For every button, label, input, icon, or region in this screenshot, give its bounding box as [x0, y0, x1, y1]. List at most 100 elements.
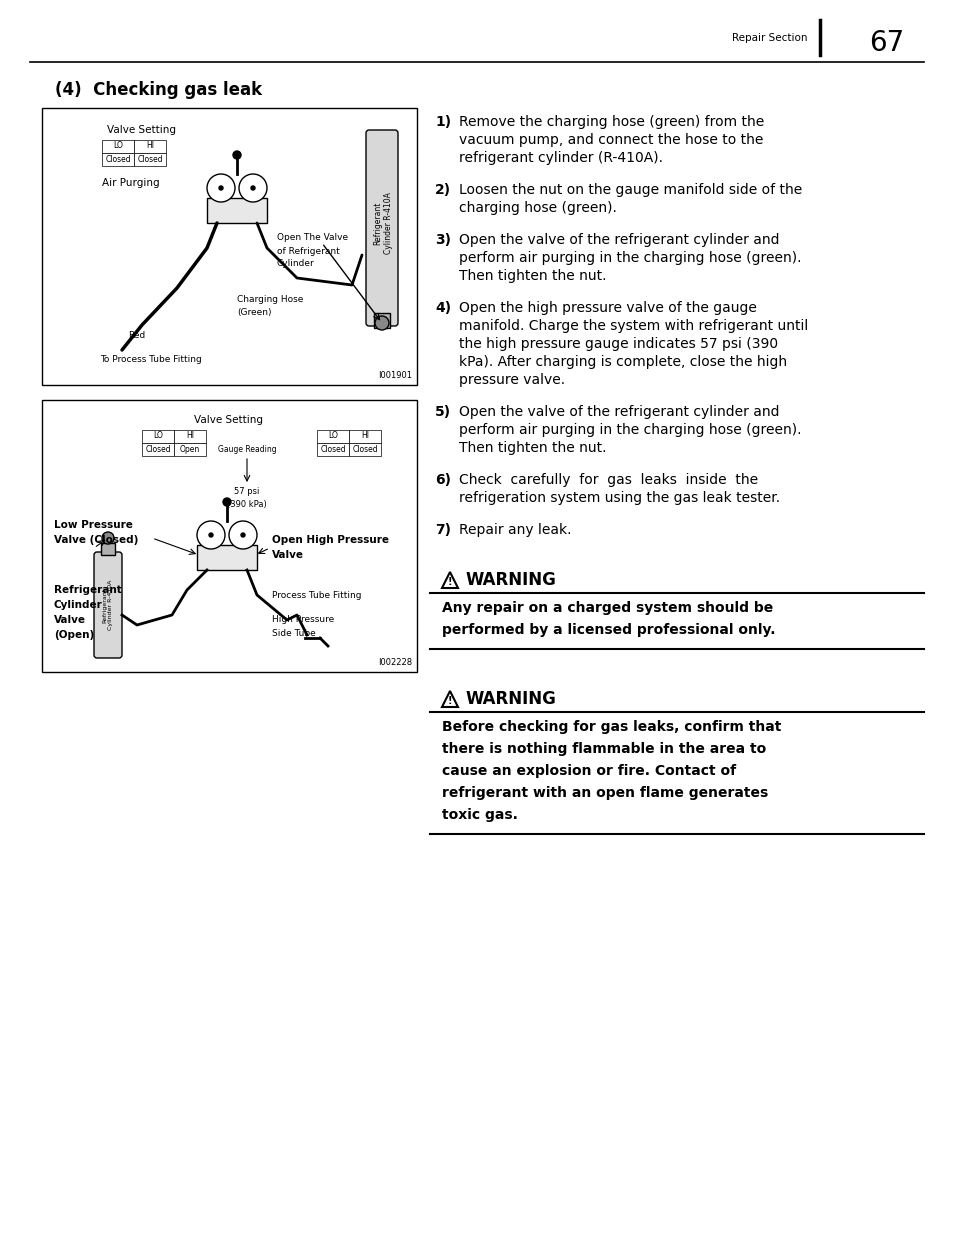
Text: Repair any leak.: Repair any leak. — [458, 522, 571, 537]
Circle shape — [233, 151, 241, 159]
Text: there is nothing flammable in the area to: there is nothing flammable in the area t… — [441, 742, 765, 756]
Text: Valve Setting: Valve Setting — [107, 125, 175, 135]
Bar — [133, 140, 166, 153]
Bar — [173, 430, 206, 443]
Text: Side Tube: Side Tube — [272, 630, 315, 638]
Text: !: ! — [447, 577, 452, 587]
Text: Process Tube Fitting: Process Tube Fitting — [272, 590, 361, 599]
Text: WARNING: WARNING — [465, 690, 557, 708]
Circle shape — [229, 521, 256, 550]
Text: perform air purging in the charging hose (green).: perform air purging in the charging hose… — [458, 251, 801, 266]
Text: Closed: Closed — [320, 445, 345, 453]
Text: manifold. Charge the system with refrigerant until: manifold. Charge the system with refrige… — [458, 319, 807, 333]
Bar — [102, 153, 133, 165]
Text: (4)  Checking gas leak: (4) Checking gas leak — [55, 82, 262, 99]
Text: performed by a licensed professional only.: performed by a licensed professional onl… — [441, 622, 775, 637]
Bar — [207, 198, 267, 224]
Text: Repair Section: Repair Section — [732, 33, 807, 43]
Text: Open the high pressure valve of the gauge: Open the high pressure valve of the gaug… — [458, 301, 756, 315]
Text: Cylinder: Cylinder — [54, 600, 103, 610]
FancyBboxPatch shape — [366, 130, 397, 326]
Bar — [142, 443, 173, 456]
Text: Valve: Valve — [54, 615, 86, 625]
Text: Valve: Valve — [272, 550, 304, 559]
Text: WARNING: WARNING — [465, 571, 557, 589]
Text: Open High Pressure: Open High Pressure — [272, 535, 389, 545]
Text: HI: HI — [186, 431, 193, 441]
Text: Valve (Closed): Valve (Closed) — [54, 535, 138, 545]
Text: Refrigerant
Cylinder R-410A: Refrigerant Cylinder R-410A — [103, 579, 113, 630]
Circle shape — [207, 174, 234, 203]
Bar — [374, 312, 390, 329]
Text: of Refrigerant: of Refrigerant — [276, 247, 339, 256]
Text: Cylinder: Cylinder — [276, 259, 314, 268]
Circle shape — [209, 534, 213, 537]
Text: I001901: I001901 — [377, 370, 412, 380]
Text: 5): 5) — [435, 405, 451, 419]
Text: 2): 2) — [435, 183, 451, 198]
Text: kPa). After charging is complete, close the high: kPa). After charging is complete, close … — [458, 354, 786, 369]
Text: HI: HI — [146, 142, 153, 151]
Text: 67: 67 — [868, 28, 903, 57]
Text: LO: LO — [328, 431, 337, 441]
Text: Refrigerant
Cylinder R-410A: Refrigerant Cylinder R-410A — [373, 193, 393, 254]
Text: Then tighten the nut.: Then tighten the nut. — [458, 441, 606, 454]
Text: Closed: Closed — [137, 154, 163, 163]
Circle shape — [375, 316, 389, 330]
Text: Valve Setting: Valve Setting — [194, 415, 263, 425]
Text: (390 kPa): (390 kPa) — [227, 499, 267, 509]
FancyBboxPatch shape — [94, 552, 122, 658]
Text: Check  carefully  for  gas  leaks  inside  the: Check carefully for gas leaks inside the — [458, 473, 758, 487]
Circle shape — [251, 186, 254, 190]
Bar — [173, 443, 206, 456]
Text: Open the valve of the refrigerant cylinder and: Open the valve of the refrigerant cylind… — [458, 405, 779, 419]
Text: LO: LO — [152, 431, 163, 441]
Bar — [42, 400, 416, 672]
Circle shape — [223, 498, 231, 506]
Bar — [142, 430, 173, 443]
Bar — [133, 153, 166, 165]
Text: perform air purging in the charging hose (green).: perform air purging in the charging hose… — [458, 424, 801, 437]
Text: Any repair on a charged system should be: Any repair on a charged system should be — [441, 601, 773, 615]
Bar — [316, 430, 349, 443]
Text: 1): 1) — [435, 115, 451, 128]
Text: 6): 6) — [435, 473, 451, 487]
Text: Air Purging: Air Purging — [102, 178, 159, 188]
Text: Remove the charging hose (green) from the: Remove the charging hose (green) from th… — [458, 115, 763, 128]
Circle shape — [219, 186, 223, 190]
Text: High Pressure: High Pressure — [272, 615, 334, 625]
Text: I002228: I002228 — [377, 658, 412, 667]
Text: Gauge Reading: Gauge Reading — [217, 445, 276, 453]
Text: 57 psi: 57 psi — [234, 488, 259, 496]
Text: charging hose (green).: charging hose (green). — [458, 201, 617, 215]
Text: (Green): (Green) — [236, 309, 272, 317]
Circle shape — [241, 534, 245, 537]
Text: toxic gas.: toxic gas. — [441, 808, 517, 823]
Text: Loosen the nut on the gauge manifold side of the: Loosen the nut on the gauge manifold sid… — [458, 183, 801, 198]
Bar — [101, 543, 115, 555]
Text: Open the valve of the refrigerant cylinder and: Open the valve of the refrigerant cylind… — [458, 233, 779, 247]
Text: Charging Hose: Charging Hose — [236, 295, 303, 305]
Text: refrigeration system using the gas leak tester.: refrigeration system using the gas leak … — [458, 492, 780, 505]
Circle shape — [102, 532, 113, 543]
Text: Refrigerant: Refrigerant — [54, 585, 122, 595]
Circle shape — [196, 521, 225, 550]
Text: Open The Valve: Open The Valve — [276, 233, 348, 242]
Text: the high pressure gauge indicates 57 psi (390: the high pressure gauge indicates 57 psi… — [458, 337, 778, 351]
Bar — [349, 443, 380, 456]
Text: cause an explosion or fire. Contact of: cause an explosion or fire. Contact of — [441, 764, 736, 778]
Text: (Open): (Open) — [54, 630, 94, 640]
Text: 4): 4) — [435, 301, 451, 315]
Bar — [316, 443, 349, 456]
Circle shape — [239, 174, 267, 203]
Text: Open: Open — [180, 445, 200, 453]
Bar — [102, 140, 133, 153]
Text: Closed: Closed — [145, 445, 171, 453]
Text: HI: HI — [360, 431, 369, 441]
Text: refrigerant cylinder (R-410A).: refrigerant cylinder (R-410A). — [458, 151, 662, 165]
Text: 3): 3) — [435, 233, 451, 247]
Text: Then tighten the nut.: Then tighten the nut. — [458, 269, 606, 283]
Text: vacuum pump, and connect the hose to the: vacuum pump, and connect the hose to the — [458, 133, 762, 147]
Text: Before checking for gas leaks, confirm that: Before checking for gas leaks, confirm t… — [441, 720, 781, 734]
Text: Low Pressure: Low Pressure — [54, 520, 132, 530]
